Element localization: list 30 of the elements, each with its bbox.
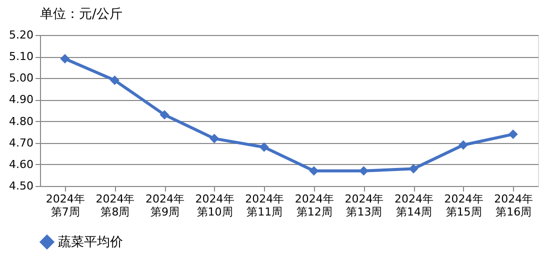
point [60, 54, 70, 64]
x-tick-label: 2024年第14周 [394, 192, 434, 218]
y-tick-label: 4.80 [9, 114, 34, 128]
point [458, 140, 468, 150]
point [210, 134, 220, 144]
point [508, 129, 518, 139]
point [160, 110, 170, 120]
y-tick-label: 5.00 [9, 72, 34, 85]
x-tick-label: 2024年第8周 [96, 192, 135, 218]
x-tick-label: 2024年第7周 [46, 192, 85, 218]
y-tick-label: 4.90 [9, 93, 34, 106]
x-tick-label: 2024年第15周 [444, 192, 484, 218]
legend-label: 蔬菜平均价 [58, 235, 123, 250]
y-tick-label: 5.20 [9, 28, 34, 42]
x-tick-label: 2024年第13周 [344, 192, 384, 218]
point [408, 164, 418, 174]
y-tick-label: 4.60 [9, 158, 34, 171]
x-tick-label: 2024年第11周 [245, 192, 284, 218]
x-tick-label: 2024年第9周 [146, 192, 184, 218]
x-tick-label: 2024年第12周 [294, 192, 334, 218]
x-tick-label: 2024年第16周 [494, 192, 534, 218]
point [309, 166, 319, 176]
point [110, 76, 120, 86]
y-tick-label: 4.50 [9, 180, 34, 192]
x-tick-label: 2024年第10周 [195, 192, 234, 218]
point [358, 166, 368, 176]
chart-title: 单位：元/公斤 [40, 7, 122, 22]
point [259, 142, 269, 152]
y-tick-label: 5.10 [9, 50, 34, 64]
y-tick-label: 4.70 [9, 136, 34, 150]
